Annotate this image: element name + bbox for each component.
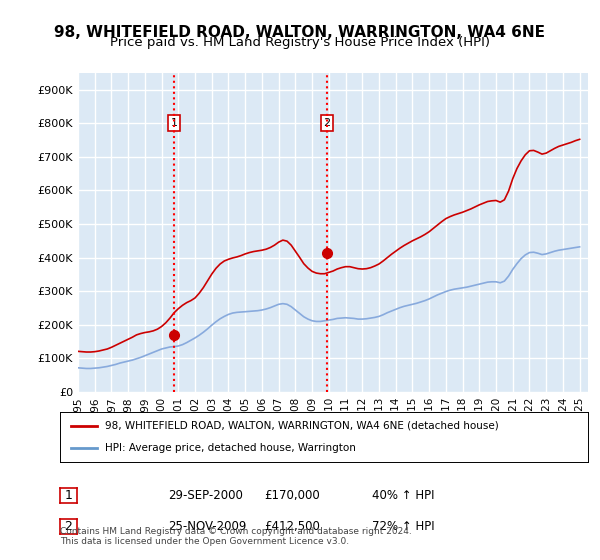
Text: 72% ↑ HPI: 72% ↑ HPI <box>372 520 434 533</box>
Text: 98, WHITEFIELD ROAD, WALTON, WARRINGTON, WA4 6NE (detached house): 98, WHITEFIELD ROAD, WALTON, WARRINGTON,… <box>105 421 499 431</box>
Text: 40% ↑ HPI: 40% ↑ HPI <box>372 489 434 502</box>
Text: 98, WHITEFIELD ROAD, WALTON, WARRINGTON, WA4 6NE: 98, WHITEFIELD ROAD, WALTON, WARRINGTON,… <box>55 25 545 40</box>
Text: £412,500: £412,500 <box>264 520 320 533</box>
Text: Contains HM Land Registry data © Crown copyright and database right 2024.
This d: Contains HM Land Registry data © Crown c… <box>60 526 412 546</box>
Text: £170,000: £170,000 <box>264 489 320 502</box>
Text: 2: 2 <box>64 520 73 533</box>
Text: Price paid vs. HM Land Registry's House Price Index (HPI): Price paid vs. HM Land Registry's House … <box>110 36 490 49</box>
Text: HPI: Average price, detached house, Warrington: HPI: Average price, detached house, Warr… <box>105 443 356 453</box>
Text: 1: 1 <box>64 489 73 502</box>
Text: 29-SEP-2000: 29-SEP-2000 <box>168 489 243 502</box>
Text: 1: 1 <box>170 118 178 128</box>
Text: 25-NOV-2009: 25-NOV-2009 <box>168 520 247 533</box>
Text: 2: 2 <box>323 118 331 128</box>
